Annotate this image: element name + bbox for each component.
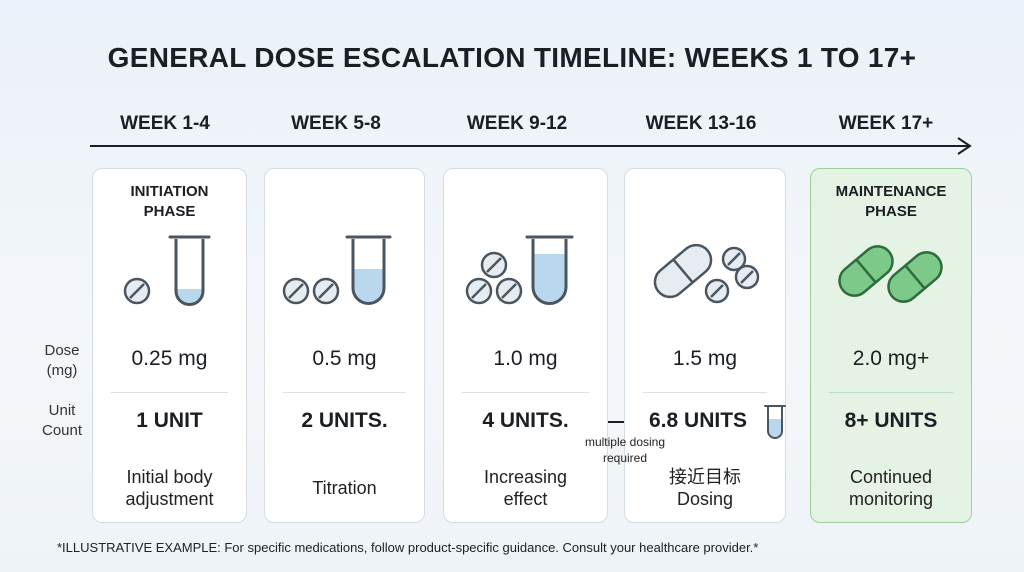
separator	[829, 392, 953, 393]
phase-card: 1.5 mg 6.8 UNITS 接近目标 Dosing	[624, 168, 786, 523]
units: 2 UNITS.	[301, 409, 388, 432]
icons	[123, 235, 211, 306]
row-label: Dose (mg)	[30, 341, 94, 381]
icons	[282, 235, 392, 305]
dose: 0.5 mg	[312, 347, 377, 370]
description-line: adjustment	[125, 489, 214, 509]
icons	[653, 243, 786, 439]
description-line: effect	[503, 489, 548, 509]
description-line: Dosing	[676, 489, 734, 509]
description: Continued monitoring	[811, 466, 971, 510]
phase-line: PHASE	[865, 203, 917, 220]
phase-card: INITIATION PHASE 0.25 mg 1 UNIT Initial …	[92, 168, 247, 523]
description-line: Titration	[312, 478, 377, 498]
separator	[283, 392, 406, 393]
description: Increasing effect	[444, 466, 607, 510]
units: 1 UNIT	[136, 409, 203, 432]
description: Initial body adjustment	[93, 466, 246, 510]
row-label: Unit Count	[30, 401, 94, 441]
units: 6.8 UNITS	[649, 409, 748, 432]
week-label: WEEK 5-8	[291, 113, 381, 134]
row-label-line: Unit	[48, 402, 76, 419]
dose: 0.25 mg	[131, 347, 208, 370]
separator	[111, 392, 228, 393]
description-line: monitoring	[848, 489, 934, 509]
note: multiple dosing required	[565, 434, 685, 466]
description: 接近目标 Dosing	[625, 466, 785, 510]
dose: 1.0 mg	[493, 347, 558, 370]
description-line: Initial body	[126, 467, 213, 487]
week-label: WEEK 17+	[838, 113, 934, 134]
week-label: WEEK 1-4	[120, 113, 210, 134]
icons	[465, 235, 574, 305]
note-line: multiple dosing	[584, 435, 666, 449]
phase-card: 0.5 mg 2 UNITS. Titration	[264, 168, 425, 523]
dose: 2.0 mg+	[852, 347, 930, 370]
description-line: 接近目标	[669, 467, 741, 487]
phase-line: MAINTENANCE	[835, 183, 947, 200]
phase-line: INITIATION	[130, 183, 209, 200]
footnote: *ILLUSTRATIVE EXAMPLE: For specific medi…	[57, 540, 759, 555]
row-label-line: Count	[41, 422, 83, 439]
units: 8+ UNITS	[844, 409, 938, 432]
week-label: WEEK 13-16	[645, 113, 757, 134]
dose: 1.5 mg	[672, 347, 738, 370]
icons	[838, 245, 943, 303]
separator	[643, 392, 767, 393]
title: GENERAL DOSE ESCALATION TIMELINE: WEEKS …	[107, 42, 917, 73]
phase-label: MAINTENANCE PHASE	[811, 182, 971, 222]
separator	[462, 392, 589, 393]
note-line: required	[602, 451, 648, 465]
units: 4 UNITS.	[482, 409, 569, 432]
phase-label: INITIATION PHASE	[93, 182, 246, 222]
phase-card: 1.0 mg 4 UNITS. Increasing effect	[443, 168, 608, 523]
week-label: WEEK 9-12	[466, 113, 568, 134]
description-line: Continued	[849, 467, 933, 487]
description: Titration	[265, 477, 424, 499]
phase-card: MAINTENANCE PHASE 2.0 mg+ 8+ UNITS Conti…	[810, 168, 972, 523]
row-label-line: Dose	[44, 342, 80, 359]
description-line: Increasing	[483, 467, 568, 487]
row-label-line: (mg)	[46, 362, 78, 379]
phase-line: PHASE	[143, 203, 196, 220]
